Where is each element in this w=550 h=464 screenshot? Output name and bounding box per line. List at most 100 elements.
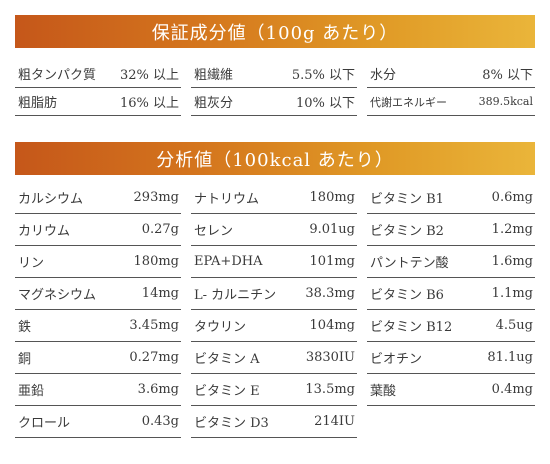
nutrient-value: 0.27mg — [129, 350, 179, 365]
table-cell: ナトリウム 180mg — [191, 182, 357, 214]
table-cell: 鉄 3.45mg — [15, 310, 181, 342]
nutrient-label: 代謝エネルギー — [370, 95, 447, 109]
nutrient-value: 0.43g — [141, 414, 179, 429]
nutrient-label: 水分 — [370, 68, 397, 83]
table-row: リン 180mg EPA+DHA 101mg パントテン酸 1.6mg — [15, 246, 535, 278]
table-cell: ビオチン 81.1ug — [367, 342, 535, 374]
nutrient-value: 214IU — [314, 414, 355, 429]
table-row: 亜鉛 3.6mg ビタミン E 13.5mg 葉酸 0.4mg — [15, 374, 535, 406]
nutrient-label: EPA+DHA — [194, 254, 263, 269]
table-cell: 粗灰分 10% 以下 — [191, 88, 357, 116]
nutrient-value: 16% 以上 — [119, 96, 179, 111]
table-cell: パントテン酸 1.6mg — [367, 246, 535, 278]
nutrient-value: 5.5% 以下 — [291, 68, 355, 83]
nutrient-label: パントテン酸 — [370, 256, 449, 271]
table-cell: ビタミン B1 0.6mg — [367, 182, 535, 214]
table-cell: ビタミン B2 1.2mg — [367, 214, 535, 246]
nutrient-label: マグネシウム — [18, 288, 97, 303]
nutrient-value: 0.27g — [141, 222, 179, 237]
table-row: 粗脂肪 16% 以上 粗灰分 10% 以下 代謝エネルギー 389.5kcal — [15, 88, 535, 116]
nutrient-label: カリウム — [18, 224, 71, 239]
nutrient-value: 81.1ug — [487, 350, 533, 365]
nutrient-value: 1.6mg — [491, 254, 533, 269]
table-row: カルシウム 293mg ナトリウム 180mg ビタミン B1 0.6mg — [15, 182, 535, 214]
nutrient-label: 粗灰分 — [194, 96, 234, 111]
table-cell: ビタミン A 3830IU — [191, 342, 357, 374]
analysis-table: カルシウム 293mg ナトリウム 180mg ビタミン B1 0.6mg カリウム 0… — [15, 182, 535, 438]
table-cell: 銅 0.27mg — [15, 342, 181, 374]
table-row: クロール 0.43g ビタミン D3 214IU — [15, 406, 535, 438]
nutrient-value: 3.6mg — [137, 382, 179, 397]
nutrient-label: ビタミン D3 — [194, 416, 269, 431]
guarantee-title: 保証成分値（100g あたり） — [15, 15, 535, 48]
table-cell: カルシウム 293mg — [15, 182, 181, 214]
nutrient-value: 9.01ug — [309, 222, 355, 237]
nutrient-value: 13.5mg — [305, 382, 355, 397]
table-cell-empty — [367, 406, 535, 438]
nutrient-label: タウリン — [194, 320, 247, 335]
table-cell: 代謝エネルギー 389.5kcal — [367, 88, 535, 116]
nutrient-value: 38.3mg — [305, 286, 355, 301]
nutrient-value: 101mg — [309, 254, 355, 269]
nutrient-value: 14mg — [141, 286, 179, 301]
nutrient-label: L- カルニチン — [194, 288, 277, 303]
nutrient-value: 180mg — [309, 190, 355, 205]
table-cell: 粗脂肪 16% 以上 — [15, 88, 181, 116]
nutrient-label: セレン — [194, 224, 234, 239]
nutrient-label: 粗脂肪 — [18, 96, 58, 111]
table-cell: 葉酸 0.4mg — [367, 374, 535, 406]
nutrient-value: 0.4mg — [491, 382, 533, 397]
nutrient-value: 104mg — [309, 318, 355, 333]
nutrient-value: 1.2mg — [491, 222, 533, 237]
table-cell: タウリン 104mg — [191, 310, 357, 342]
nutrient-value: 8% 以下 — [482, 68, 533, 83]
nutrient-value: 32% 以上 — [119, 68, 179, 83]
table-cell: 水分 8% 以下 — [367, 60, 535, 88]
nutrient-label: カルシウム — [18, 192, 84, 207]
guarantee-table: 粗タンパク質 32% 以上 粗繊維 5.5% 以下 水分 8% 以下 粗脂肪 16% 以… — [15, 60, 535, 116]
nutrient-label: 亜鉛 — [18, 384, 45, 399]
nutrient-value: 0.6mg — [491, 190, 533, 205]
table-cell: クロール 0.43g — [15, 406, 181, 438]
nutrient-value: 180mg — [133, 254, 179, 269]
nutrient-label: ビタミン B1 — [370, 192, 444, 207]
table-cell: カリウム 0.27g — [15, 214, 181, 246]
nutrient-label: ビタミン B2 — [370, 224, 444, 239]
table-cell: 亜鉛 3.6mg — [15, 374, 181, 406]
nutrient-value: 3830IU — [305, 350, 355, 365]
nutrient-label: 葉酸 — [370, 384, 397, 399]
nutrient-label: ビタミン A — [194, 352, 260, 367]
nutrient-label: ナトリウム — [194, 192, 260, 207]
table-cell: 粗繊維 5.5% 以下 — [191, 60, 357, 88]
nutrient-label: ビタミン B12 — [370, 320, 453, 335]
nutrient-value: 3.45mg — [129, 318, 179, 333]
nutrient-value: 293mg — [133, 190, 179, 205]
analysis-title: 分析値（100kcal あたり） — [15, 142, 535, 175]
nutrient-value: 4.5ug — [495, 318, 533, 333]
table-cell: リン 180mg — [15, 246, 181, 278]
table-row: 鉄 3.45mg タウリン 104mg ビタミン B12 4.5ug — [15, 310, 535, 342]
table-row: マグネシウム 14mg L- カルニチン 38.3mg ビタミン B6 1.1mg — [15, 278, 535, 310]
table-cell: ビタミン B12 4.5ug — [367, 310, 535, 342]
nutrient-label: ビオチン — [370, 352, 423, 367]
table-row: 銅 0.27mg ビタミン A 3830IU ビオチン 81.1ug — [15, 342, 535, 374]
table-cell: ビタミン E 13.5mg — [191, 374, 357, 406]
nutrient-label: 粗繊維 — [194, 68, 234, 83]
table-cell: 粗タンパク質 32% 以上 — [15, 60, 181, 88]
nutrient-value: 389.5kcal — [478, 95, 533, 108]
table-cell: ビタミン D3 214IU — [191, 406, 357, 438]
nutrient-label: ビタミン B6 — [370, 288, 444, 303]
nutrient-value: 10% 以下 — [295, 96, 355, 111]
table-cell: ビタミン B6 1.1mg — [367, 278, 535, 310]
table-row: カリウム 0.27g セレン 9.01ug ビタミン B2 1.2mg — [15, 214, 535, 246]
nutrient-label: 銅 — [18, 352, 32, 367]
table-cell: セレン 9.01ug — [191, 214, 357, 246]
nutrient-label: リン — [18, 256, 45, 271]
table-cell: L- カルニチン 38.3mg — [191, 278, 357, 310]
nutrient-label: クロール — [18, 416, 71, 431]
table-row: 粗タンパク質 32% 以上 粗繊維 5.5% 以下 水分 8% 以下 — [15, 60, 535, 88]
nutrient-label: ビタミン E — [194, 384, 260, 399]
nutrient-label: 粗タンパク質 — [18, 68, 97, 83]
nutrient-value: 1.1mg — [491, 286, 533, 301]
table-cell: EPA+DHA 101mg — [191, 246, 357, 278]
